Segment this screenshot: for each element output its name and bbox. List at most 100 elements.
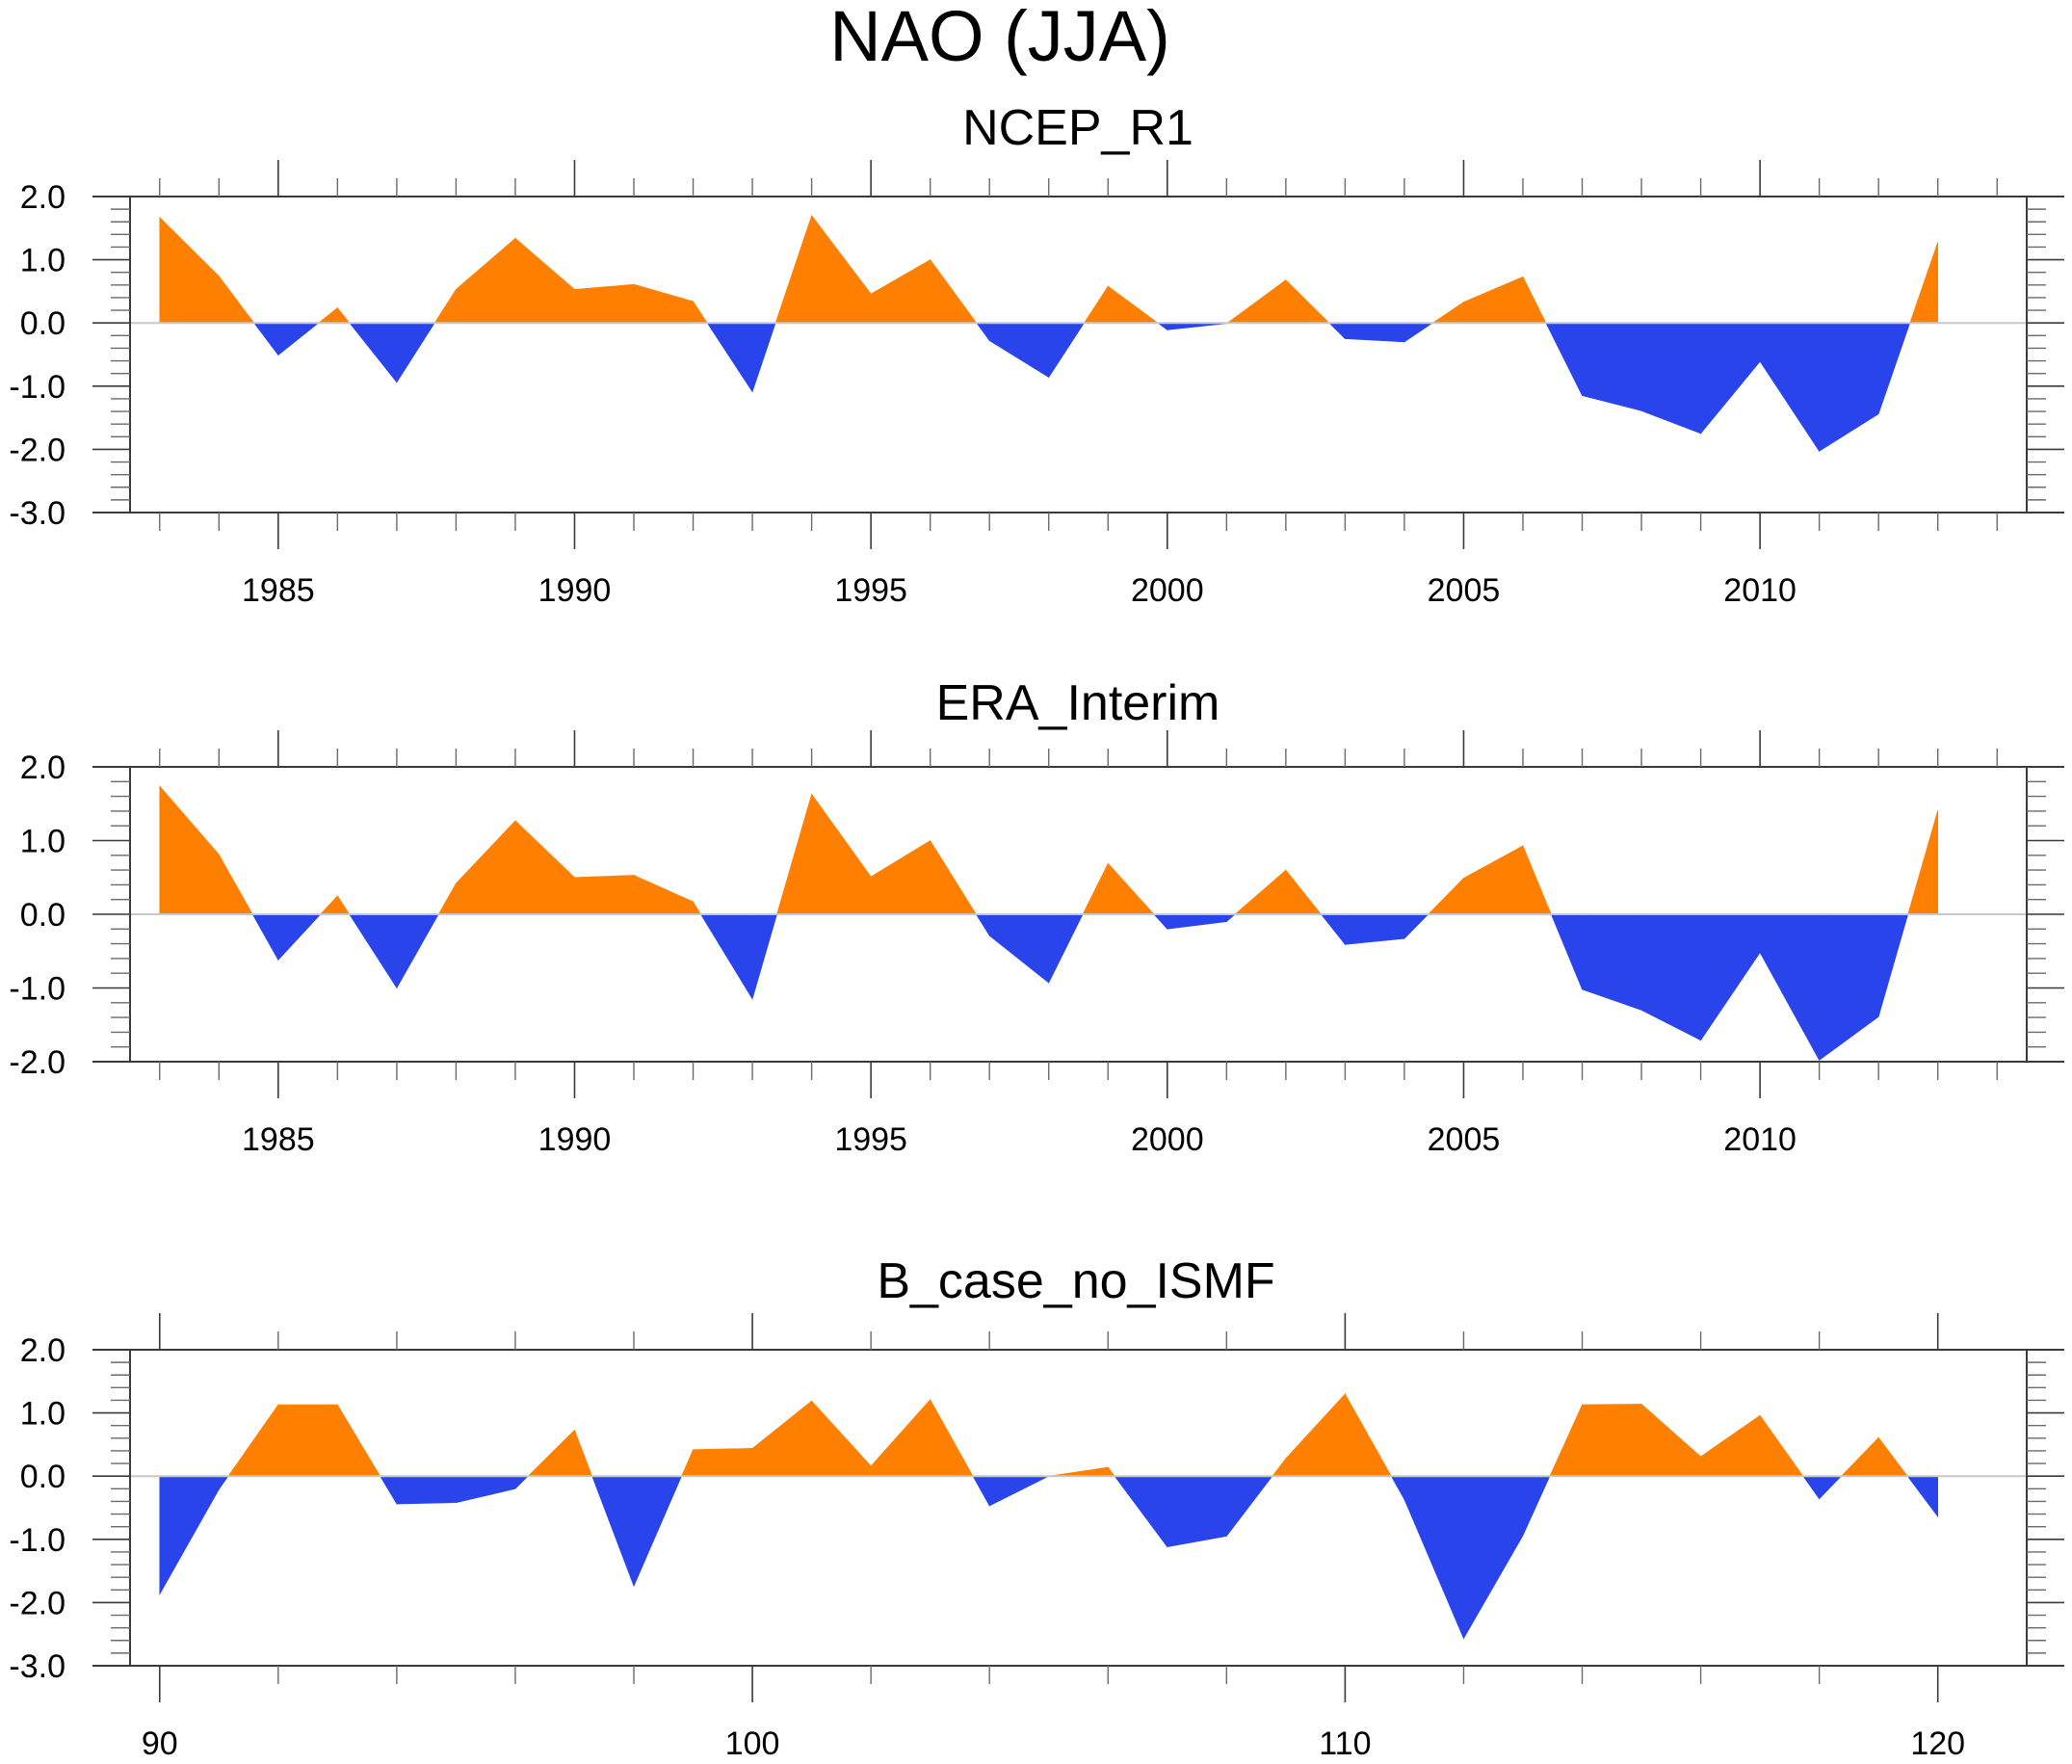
negative-area-segment: [1906, 1475, 1939, 1518]
y-tick-label: -3.0: [9, 495, 66, 532]
x-tick-label: 2005: [1428, 1121, 1501, 1158]
positive-area-segment: [1083, 285, 1109, 324]
negative-area-segment: [1545, 322, 1583, 396]
positive-area-segment: [277, 1404, 338, 1477]
y-tick-label: 2.0: [20, 179, 66, 216]
y-tick-label: 0.0: [20, 1459, 66, 1495]
negative-area-segment: [1582, 322, 1642, 411]
positive-area-segment: [1048, 1466, 1109, 1477]
positive-area-segment: [811, 1400, 872, 1477]
positive-area-segment: [1582, 1404, 1642, 1477]
positive-area-segment: [574, 1430, 593, 1477]
positive-area-segment: [527, 1429, 575, 1477]
negative-area-segment: [1167, 322, 1227, 330]
positive-area-segment: [218, 275, 255, 324]
positive-area-segment: [1909, 242, 1939, 324]
panel-title: B_case_no_ISMF: [877, 1253, 1274, 1309]
negative-area-segment: [591, 1475, 635, 1587]
negative-area-segment: [1463, 1475, 1524, 1640]
negative-area-segment: [1819, 322, 1879, 452]
panel-era-interim: ERA_Interim 1985 1990 1995 2000 2005 2010 2.0 1…: [9, 675, 2064, 1158]
negative-area-segment: [1582, 913, 1642, 1011]
positive-area-segment: [337, 894, 351, 915]
negative-area-segment: [1345, 913, 1405, 945]
positive-area-segment: [218, 853, 253, 915]
negative-area-segment: [1700, 913, 1761, 1041]
negative-area-segment: [1802, 1475, 1820, 1500]
positive-area-segment: [433, 288, 457, 324]
positive-area-segment: [870, 839, 931, 915]
x-tick-label: 2010: [1723, 1121, 1797, 1158]
negative-area-segment: [975, 913, 990, 937]
negative-area-segment: [1320, 913, 1346, 946]
negative-area-segment: [1048, 913, 1084, 984]
y-tick-label: 1.0: [20, 824, 66, 860]
negative-area-segment: [396, 322, 435, 383]
negative-area-segment: [972, 1475, 990, 1508]
negative-area-segment: [751, 322, 776, 392]
negative-area-segment: [277, 913, 322, 961]
negative-area-segment: [1157, 322, 1168, 331]
positive-area-segment: [1427, 877, 1464, 915]
negative-area-segment: [1226, 913, 1236, 923]
positive-area-segment: [930, 1398, 974, 1477]
negative-area-segment: [218, 1475, 229, 1490]
positive-area-segment: [633, 283, 694, 324]
negative-area-segment: [349, 322, 398, 383]
negative-area-segment: [380, 1475, 398, 1506]
positive-area-segment: [319, 895, 338, 915]
negative-area-segment: [1640, 322, 1701, 434]
positive-area-segment: [456, 820, 516, 915]
negative-area-segment: [1114, 1475, 1168, 1548]
x-tick-label: 2005: [1428, 572, 1501, 609]
negative-area-segment: [1226, 1475, 1273, 1538]
negative-area-segment: [988, 322, 1050, 379]
positive-area-segment: [159, 216, 220, 324]
negative-area-segment: [988, 913, 1050, 984]
y-tick-label: -2.0: [9, 1585, 66, 1621]
y-tick-label: -2.0: [9, 432, 66, 468]
positive-area-segment: [337, 306, 351, 324]
negative-area-segment: [1759, 322, 1820, 453]
positive-area-segment: [1285, 1393, 1346, 1477]
negative-area-segment: [751, 913, 777, 1000]
positive-area-segment: [227, 1404, 279, 1477]
positive-area-segment: [1700, 1414, 1761, 1477]
positive-area-segment: [1463, 845, 1524, 915]
negative-area-segment: [633, 1475, 683, 1587]
positive-area-segment: [693, 300, 708, 324]
y-tick-label: 1.0: [20, 243, 66, 279]
y-tick-label: 2.0: [20, 1332, 66, 1369]
positive-area-segment: [930, 839, 977, 915]
y-tick-label: 0.0: [20, 897, 66, 934]
negative-area-segment: [396, 913, 439, 989]
x-tick-label: 2000: [1131, 572, 1204, 609]
positive-area-segment: [776, 794, 812, 915]
positive-area-segment: [811, 214, 872, 324]
positive-area-segment: [337, 1403, 381, 1477]
negative-area-segment: [251, 913, 279, 961]
negative-area-segment: [1819, 1475, 1843, 1500]
y-tick-label: 2.0: [20, 750, 66, 786]
positive-area-segment: [574, 875, 635, 915]
negative-area-segment: [1877, 322, 1911, 414]
panel-ncep-r1: NCEP_R1 1985 1990 1995 2000 2005 2010 2.0 1.0 0.…: [9, 100, 2064, 609]
negative-area-segment: [699, 913, 753, 1001]
positive-area-segment: [693, 1448, 753, 1477]
x-tick-label: 1985: [242, 1121, 315, 1158]
negative-area-segment: [1390, 1475, 1405, 1501]
negative-area-segment: [1345, 322, 1405, 343]
negative-area-segment: [976, 322, 990, 342]
positive-area-segment: [1522, 845, 1552, 915]
negative-area-segment: [1403, 1475, 1464, 1639]
negative-area-segment: [253, 322, 279, 356]
x-tick-label: 1995: [834, 572, 907, 609]
negative-area-segment: [1759, 913, 1820, 1061]
x-tick-label: 2000: [1131, 1121, 1204, 1158]
positive-area-segment: [1082, 863, 1109, 915]
positive-area-segment: [870, 1399, 931, 1477]
x-tick-label: 1995: [834, 1121, 907, 1158]
negative-area-segment: [159, 1475, 220, 1596]
panel-title: NCEP_R1: [962, 100, 1193, 156]
